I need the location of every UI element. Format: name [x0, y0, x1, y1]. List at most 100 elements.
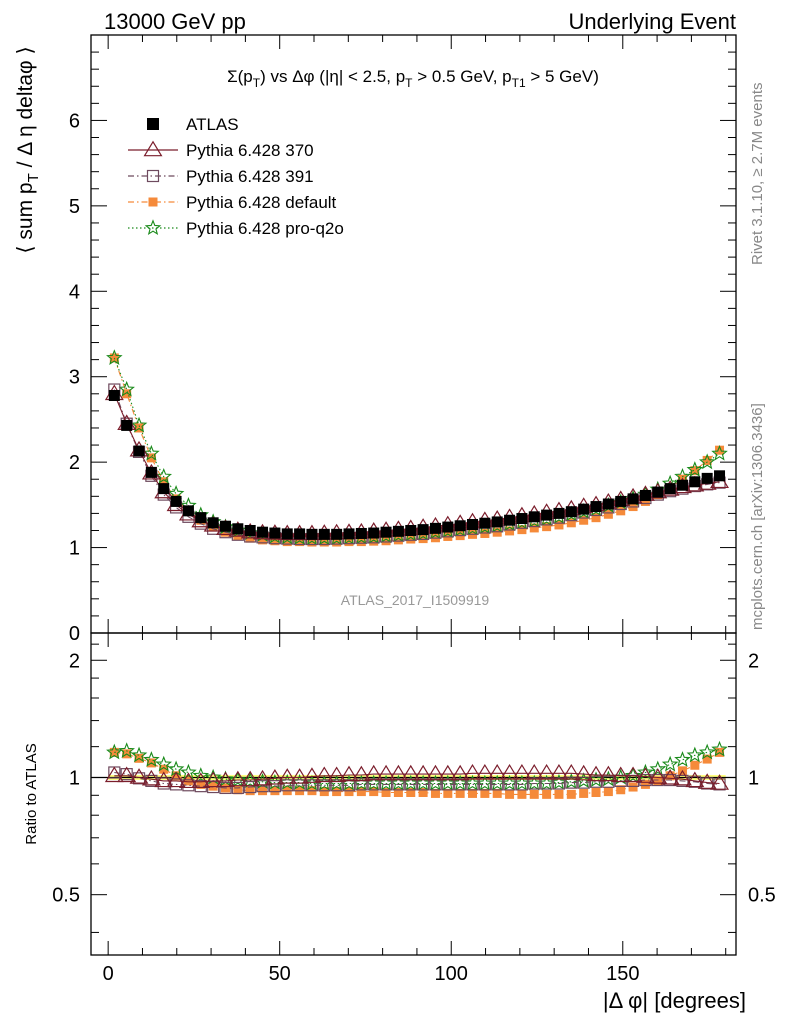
ratio-data-point: [277, 768, 297, 784]
data-point: [664, 483, 676, 495]
ratio-data-point: [171, 771, 181, 781]
ratio-data-point: [528, 777, 541, 790]
data-point: [579, 515, 589, 525]
ratio-data-point: [492, 788, 502, 798]
data-point: [258, 535, 268, 545]
legend: ATLAS Pythia 6.428 370 Pythia 6.428 391 Pyt…: [128, 115, 344, 238]
ratio-data-point: [141, 769, 161, 786]
analysis-watermark: ATLAS_2017_I1509919: [341, 592, 490, 608]
ratio-data-point: [244, 780, 257, 794]
data-point: [639, 489, 651, 501]
ratio-data-point: [637, 763, 654, 780]
ratio-data-point: [598, 765, 618, 782]
data-point: [159, 477, 169, 487]
y-axis-label: ⟨ sum pT / Δ η deltaφ ⟩: [14, 46, 42, 253]
y-tick-label: 2: [69, 452, 80, 474]
header-left: 13000 GeV pp: [104, 9, 246, 34]
series-0: [108, 390, 726, 540]
ratio-data-point: [648, 768, 668, 784]
data-point: [517, 525, 527, 535]
data-point: [565, 506, 577, 518]
ratio-data-marks: [104, 740, 729, 799]
ratio-data-point: [381, 787, 391, 797]
data-point: [690, 466, 700, 476]
ratio-y-tick-label-right: 0.5: [748, 885, 776, 907]
ratio-data-point: [586, 765, 606, 782]
ratio-data-point: [245, 786, 255, 796]
ratio-data-point: [203, 771, 223, 788]
ratio-data-point: [231, 781, 244, 795]
data-point: [393, 535, 403, 545]
ratio-data-point: [417, 778, 430, 791]
ratio-data-point: [468, 788, 478, 798]
data-point: [491, 516, 503, 528]
ratio-data-point: [196, 779, 206, 789]
data-point: [640, 496, 650, 506]
data-point: [146, 453, 156, 463]
y-tick-label: 3: [69, 367, 80, 389]
ratio-series-line: [114, 748, 720, 785]
ratio-data-point: [379, 778, 393, 791]
ratio-data-point: [404, 778, 417, 791]
data-point: [270, 536, 280, 546]
ratio-data-point: [540, 777, 553, 790]
x-tick-label: 0: [103, 963, 114, 985]
data-point: [711, 444, 728, 461]
ratio-data-point: [318, 779, 331, 792]
ratio-data-point: [686, 746, 704, 763]
ratio-data-point: [305, 779, 319, 792]
ratio-data-point: [327, 766, 347, 783]
ratio-data-point: [574, 764, 594, 781]
x-axis-label: |Δ φ| [degrees]: [603, 988, 746, 1013]
mcplots-credit-label: mcplots.cern.ch [arXiv:1306.3436]: [749, 403, 766, 630]
ratio-data-point: [369, 787, 379, 797]
data-point: [714, 470, 726, 482]
main-data-marks: [104, 349, 729, 547]
data-point: [566, 518, 576, 528]
data-point: [130, 416, 148, 433]
data-point: [295, 537, 305, 547]
ratio-data-point: [401, 764, 421, 781]
data-point: [602, 498, 614, 510]
legend-entry: Pythia 6.428 391: [128, 167, 314, 186]
ratio-data-point: [698, 743, 716, 760]
data-point: [689, 476, 701, 488]
y-tick-label: 4: [69, 281, 80, 303]
data-point: [332, 537, 342, 547]
data-point: [553, 507, 565, 519]
data-point: [244, 524, 256, 536]
ratio-data-point: [268, 780, 281, 793]
ratio-data-point: [487, 763, 507, 780]
ratio-data-point: [616, 785, 626, 795]
ratio-data-point: [561, 763, 581, 780]
legend-label: Pythia 6.428 default: [186, 193, 337, 212]
ratio-data-point: [342, 779, 356, 792]
ratio-data-point: [649, 760, 667, 777]
ratio-data-point: [258, 786, 268, 796]
ratio-data-point: [603, 787, 613, 797]
ratio-data-point: [191, 772, 211, 789]
ratio-data-point: [577, 776, 590, 789]
x-tick-label: 100: [435, 963, 468, 985]
ratio-data-point: [106, 743, 123, 760]
ratio-frame: [90, 632, 737, 956]
data-point: [368, 527, 380, 539]
ratio-data-point: [450, 764, 470, 781]
x-tick-label: 50: [269, 963, 291, 985]
ratio-data-point: [661, 755, 679, 772]
ratio-data-point: [529, 789, 539, 799]
data-point: [591, 513, 601, 523]
data-point: [542, 522, 552, 532]
data-point: [381, 536, 391, 546]
ratio-data-point: [425, 764, 445, 781]
ratio-data-point: [505, 789, 515, 799]
data-point: [627, 493, 639, 505]
ratio-data-point: [344, 787, 354, 797]
data-point: [615, 495, 627, 507]
data-point: [143, 444, 160, 461]
ratio-data-point: [685, 771, 705, 788]
data-point: [417, 524, 429, 536]
ratio-y-axis-label: Ratio to ATLAS: [23, 743, 40, 844]
ratio-data-point: [475, 763, 495, 780]
